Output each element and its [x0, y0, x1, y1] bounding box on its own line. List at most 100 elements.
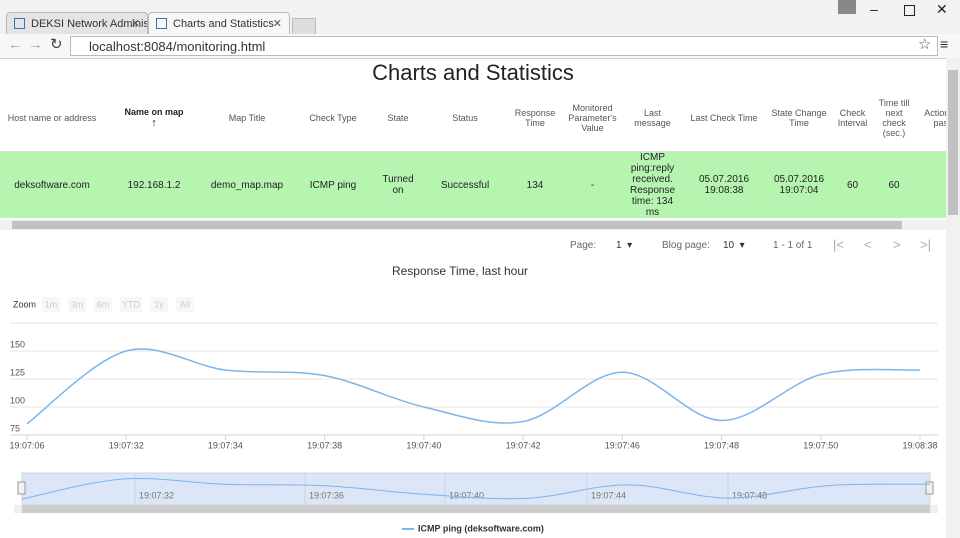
x-tick-label: 19:07:40 [406, 440, 441, 450]
column-header: Last Check Time [680, 85, 768, 152]
header-text: Name on map [124, 107, 184, 117]
table-cell: 192.168.1.2 [104, 151, 204, 218]
first-page[interactable]: |< [833, 237, 844, 252]
back[interactable]: ← [8, 36, 23, 53]
address-bar[interactable]: localhost:8084/monitoring.html [70, 36, 938, 56]
header-text: Action on pass [924, 108, 946, 128]
per-page-select[interactable]: 10 ▾ [723, 240, 745, 251]
close[interactable]: ✕ [936, 1, 948, 17]
cell-text: - [590, 179, 595, 191]
y-tick-label: 125 [10, 367, 25, 377]
cell-text: 134 [526, 179, 544, 191]
cell-text: 192.168.1.2 [127, 179, 181, 191]
minimize[interactable]: – [870, 1, 878, 17]
navigator [21, 472, 931, 506]
new-tab[interactable] [292, 18, 316, 35]
menu[interactable]: ≡ [940, 36, 949, 52]
last-page[interactable]: >| [920, 237, 931, 252]
chart-title: Response Time, last hour [392, 264, 528, 278]
column-header: Last message [625, 85, 680, 152]
range-button-label: 1y [154, 299, 164, 309]
table-container: Host name or address Name on map ↑ Map Titl… [0, 85, 946, 220]
column-header: Check Type [290, 85, 376, 152]
page-select[interactable]: 1 ▾ [616, 240, 633, 251]
range-button[interactable] [150, 297, 168, 312]
tab[interactable]: DEKSI Network Administ ✕ [6, 12, 148, 34]
range-button[interactable] [176, 297, 194, 312]
column-header: Check Interval [830, 85, 875, 152]
page-title: Charts and Statistics [372, 60, 574, 85]
y-tick-label: 150 [10, 339, 25, 349]
navigator-handle[interactable] [17, 481, 26, 495]
header-text: Map Title [228, 113, 266, 123]
header-text: Monitored Parameter's Value [568, 103, 617, 133]
x-tick-label: 19:07:06 [9, 440, 44, 450]
navigator-handle[interactable] [925, 481, 934, 495]
cell-text: ICMP ping:reply received. Response time:… [629, 152, 676, 218]
x-tick-label: 19:07:32 [109, 440, 144, 450]
tab[interactable]: Charts and Statistics ✕ [148, 12, 290, 34]
range-button-label: YTD [122, 299, 141, 309]
range-label: 1 - 1 of 1 [773, 240, 813, 251]
sort-arrow: ↑ [151, 117, 157, 129]
cell-text: Successful [440, 179, 490, 191]
header-text: Check Type [309, 113, 357, 123]
x-tick-label: 19:08:38 [902, 440, 937, 450]
legend-label[interactable]: ICMP ping (deksoftware.com) [418, 523, 544, 533]
tab-label: DEKSI Network Administ [31, 18, 148, 30]
range-button[interactable] [42, 297, 60, 312]
table-cell: - [560, 151, 625, 218]
column-header: Status [420, 85, 510, 152]
range-button-label: All [180, 299, 190, 309]
range-button[interactable] [120, 297, 142, 312]
next-page[interactable]: > [893, 237, 901, 252]
table-row[interactable]: deksoftware.com 192.168.1.2 demo_map.map IC… [0, 151, 946, 218]
y-tick-label: 75 [10, 423, 20, 433]
navigator-line [21, 477, 931, 500]
column-header: State Change Time [768, 85, 830, 152]
header-text: State Change Time [771, 108, 827, 128]
range-button[interactable] [94, 297, 112, 312]
range-button-label: 1m [45, 299, 58, 309]
cell-text: demo_map.map [210, 179, 284, 191]
url: localhost:8084/monitoring.html [89, 39, 266, 54]
prev-page[interactable]: < [864, 237, 872, 252]
bookmark[interactable]: ☆ [918, 36, 932, 53]
chart: Response Time, last hour Zoom 1m 3m 6m YTD 1… [9, 264, 938, 533]
range-button[interactable] [68, 297, 86, 312]
column-header: Response Time [510, 85, 560, 152]
table-cell: 134 [510, 151, 560, 218]
table-cell: ICMP ping [290, 151, 376, 218]
header-text: Time till next check (sec.) [878, 98, 910, 138]
cell-text: 60 [888, 179, 900, 191]
table-cell: 60 [830, 151, 875, 218]
maximize[interactable] [904, 5, 915, 16]
series-line [26, 348, 921, 425]
table-cell: 05.07.2016 19:08:38 [680, 151, 768, 218]
page-label: Page: [570, 240, 597, 251]
table-cell: 05.07.2016 19:07:04 [768, 151, 830, 218]
forward[interactable]: → [28, 36, 43, 53]
reload[interactable]: ↻ [50, 36, 63, 53]
cell-text: ICMP ping [309, 179, 357, 191]
column-header: Host name or address [0, 85, 104, 152]
navigator-label: 19:07:48 [732, 490, 767, 500]
column-header: State [376, 85, 420, 152]
navigator-scroll-thumb[interactable] [22, 505, 930, 513]
v-scroll-thumb[interactable] [948, 70, 958, 215]
y-tick-label: 100 [10, 395, 25, 405]
per-page-label: Blog page: [662, 240, 710, 251]
table: Host name or address Name on map ↑ Map Titl… [0, 85, 946, 218]
x-tick-label: 19:07:38 [307, 440, 342, 450]
cell-text: 05.07.2016 19:07:04 [773, 174, 825, 196]
header-text: Last Check Time [690, 113, 758, 123]
table-cell: Turned on [376, 151, 420, 218]
table-cell: 60 [875, 151, 913, 218]
user-icon[interactable] [838, 0, 856, 14]
h-scroll-thumb[interactable] [12, 221, 902, 229]
range-button-label: 3m [71, 299, 84, 309]
x-tick-label: 19:07:42 [506, 440, 541, 450]
header-text: Host name or address [7, 113, 97, 123]
page-value: 1 [616, 240, 622, 251]
